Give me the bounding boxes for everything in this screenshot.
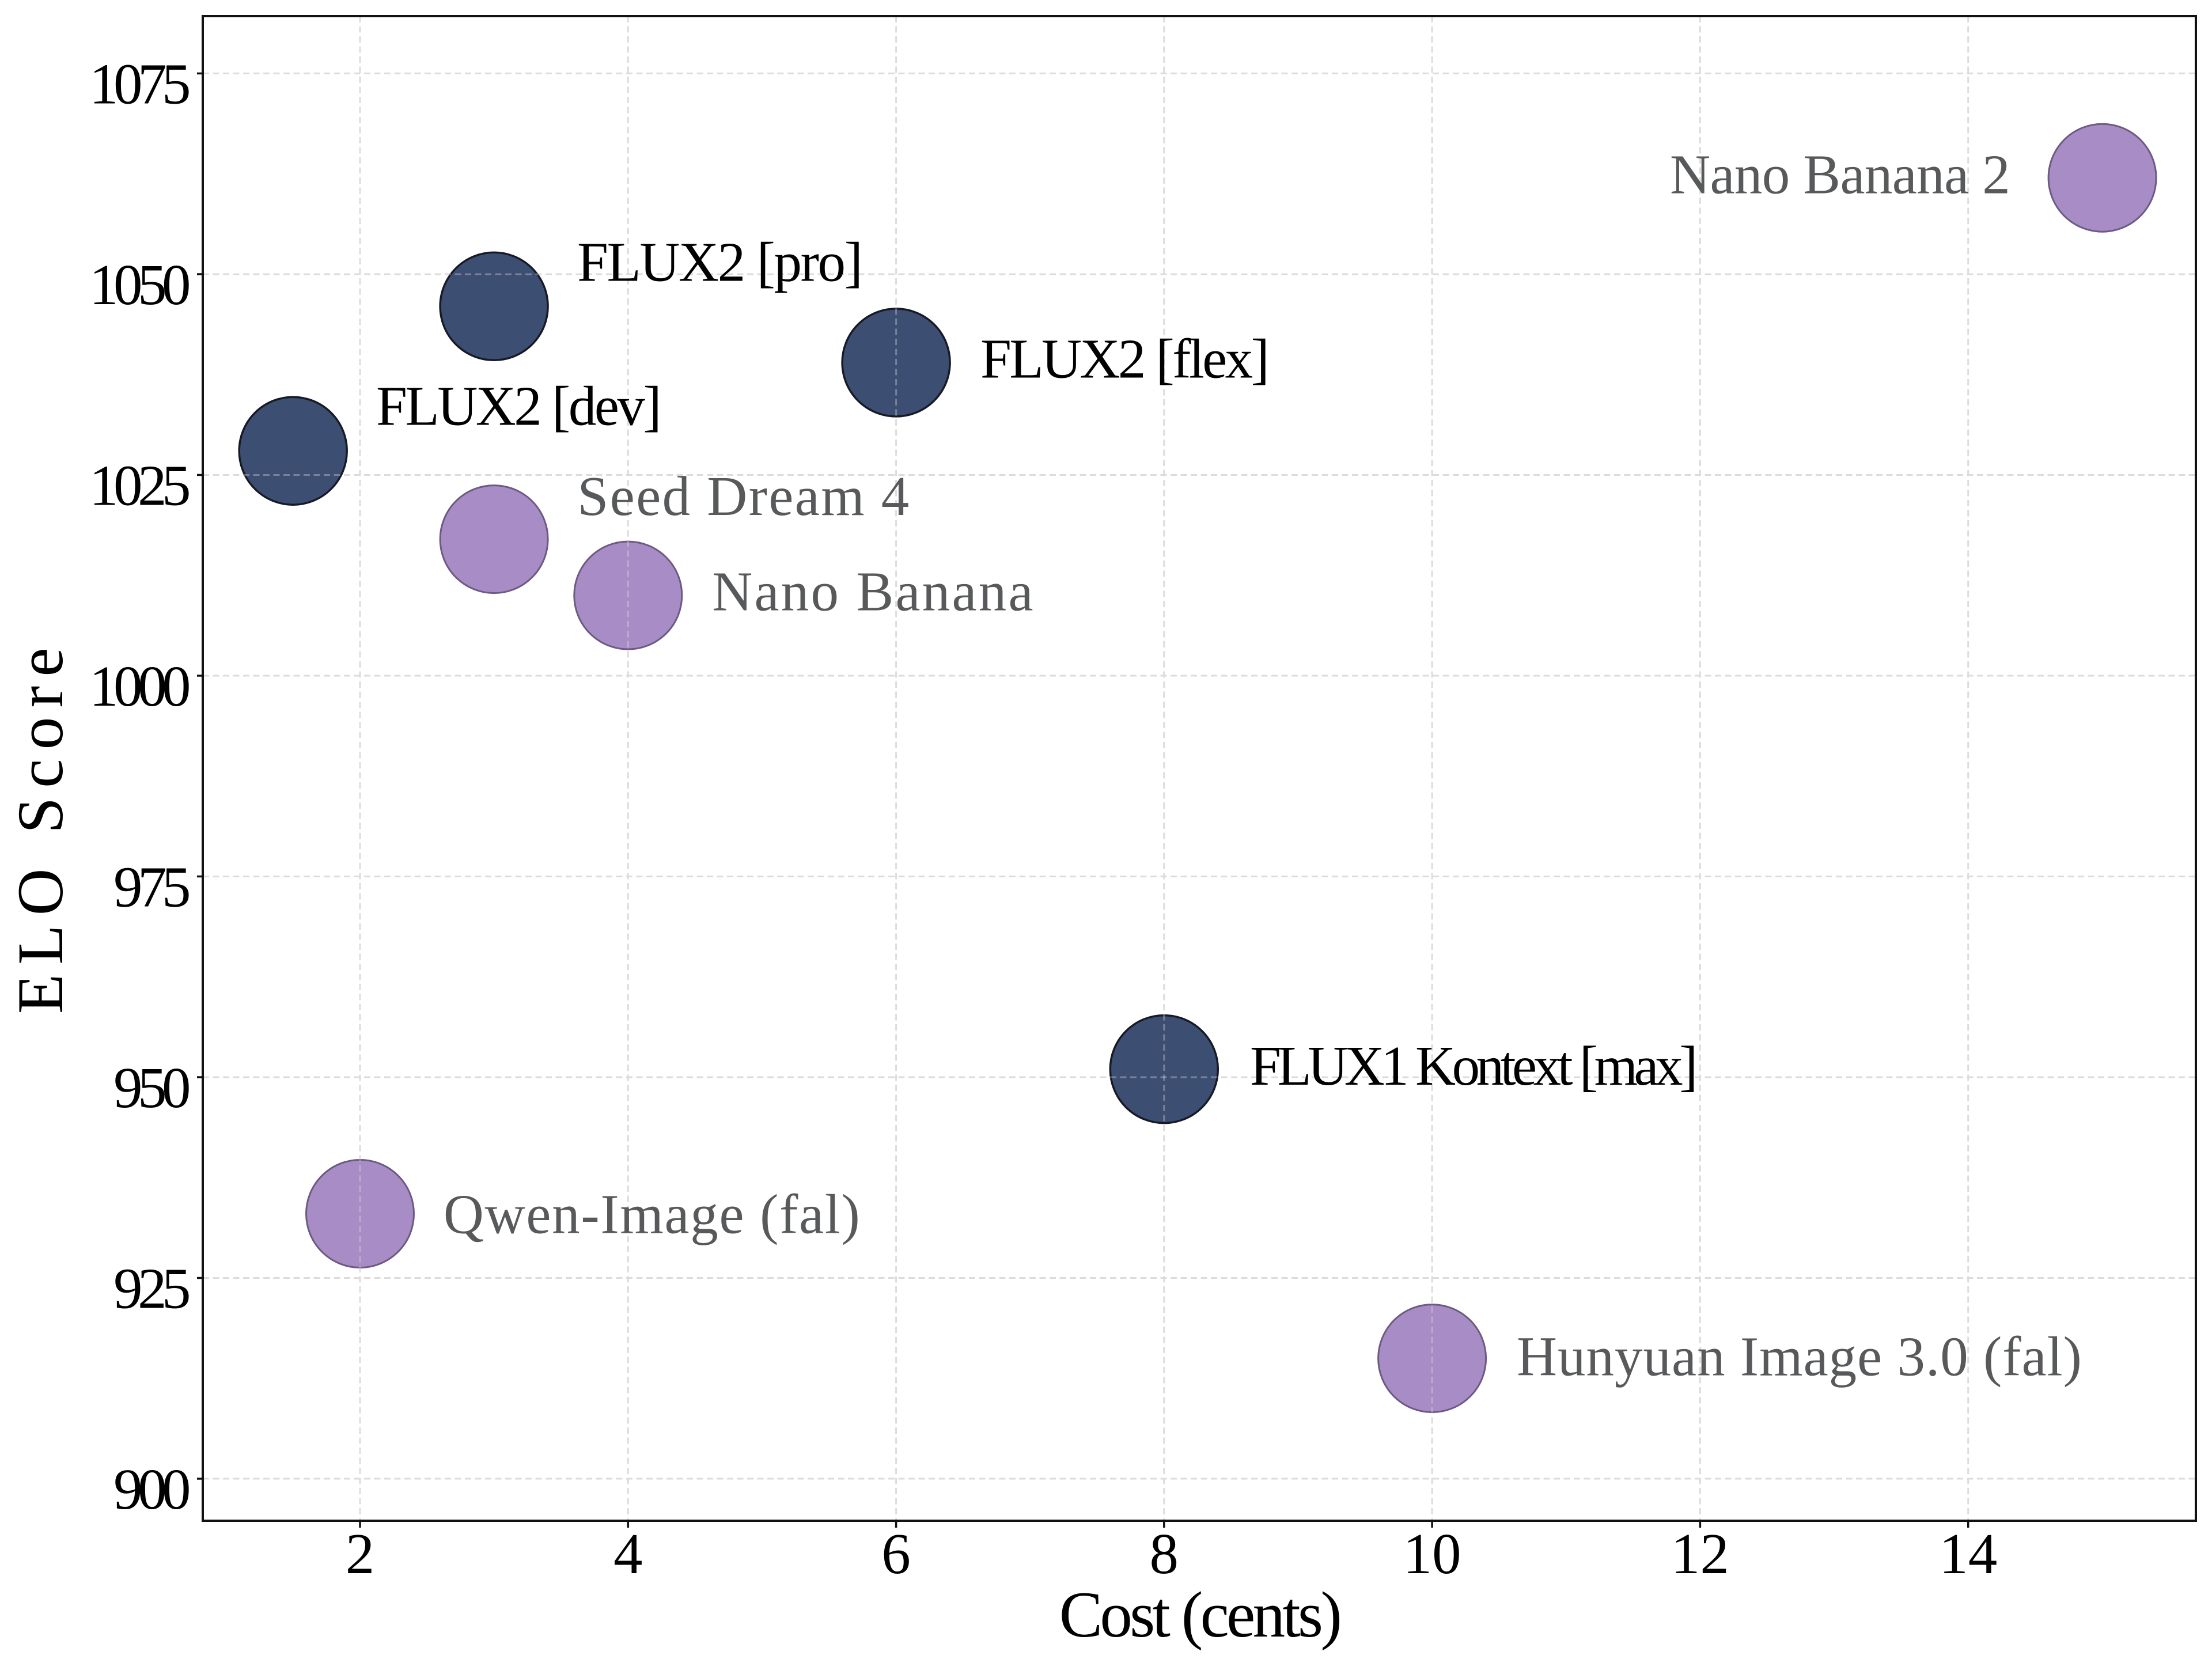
svg-text:1025: 1025 — [89, 453, 189, 518]
svg-text:4: 4 — [613, 1521, 643, 1586]
svg-text:1000: 1000 — [89, 654, 189, 718]
svg-text:900: 900 — [113, 1457, 189, 1521]
svg-text:1050: 1050 — [89, 252, 189, 317]
svg-text:Nano Banana 2: Nano Banana 2 — [1670, 143, 2010, 205]
svg-text:Hunyuan Image 3.0 (fal): Hunyuan Image 3.0 (fal) — [1517, 1325, 2082, 1387]
svg-text:10: 10 — [1403, 1521, 1461, 1586]
svg-text:Nano Banana: Nano Banana — [712, 561, 1035, 623]
svg-text:1075: 1075 — [89, 52, 189, 116]
svg-text:FLUX2 [dev]: FLUX2 [dev] — [376, 376, 660, 437]
svg-text:950: 950 — [113, 1055, 189, 1120]
svg-text:14: 14 — [1939, 1521, 1997, 1586]
svg-text:Seed Dream 4: Seed Dream 4 — [577, 465, 910, 527]
svg-text:FLUX2 [flex]: FLUX2 [flex] — [980, 328, 1267, 390]
svg-text:FLUX2 [pro]: FLUX2 [pro] — [577, 232, 862, 293]
svg-text:ELO Score: ELO Score — [5, 638, 77, 1014]
svg-text:FLUX1 Kontext [max]: FLUX1 Kontext [max] — [1250, 1035, 1694, 1097]
svg-text:12: 12 — [1671, 1521, 1729, 1586]
svg-text:Cost (cents): Cost (cents) — [1059, 1579, 1340, 1651]
svg-text:2: 2 — [346, 1521, 375, 1586]
svg-text:6: 6 — [881, 1521, 911, 1586]
svg-text:925: 925 — [113, 1256, 189, 1321]
svg-text:Qwen-Image (fal): Qwen-Image (fal) — [444, 1184, 861, 1245]
svg-text:8: 8 — [1150, 1521, 1179, 1586]
svg-text:975: 975 — [113, 855, 189, 919]
